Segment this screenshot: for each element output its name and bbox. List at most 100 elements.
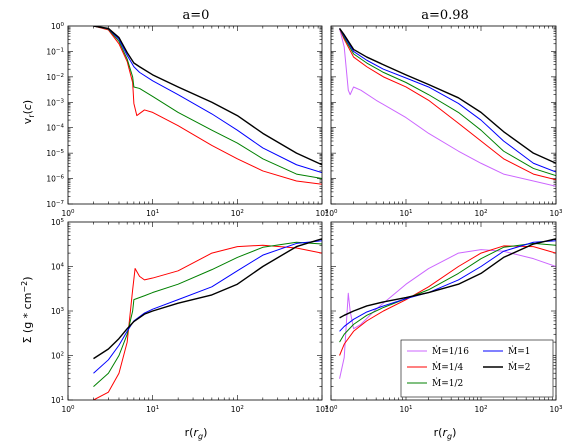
y-label-top-unit: ( [21, 110, 34, 114]
y-tick-label-base: 10 [51, 396, 61, 405]
series-line [339, 28, 556, 173]
y-label-top-c: c [21, 104, 34, 110]
y-axis-label-top: vr(c) [21, 100, 36, 124]
x-tick-label-exp: 2 [240, 209, 244, 215]
x-tick-label-exp: 0 [334, 209, 338, 215]
series-line [93, 26, 322, 180]
y-tick-label-exp: −6 [56, 175, 65, 181]
x-tick-label: 102 [474, 209, 487, 218]
legend-label: Ṁ=1/4 [432, 361, 464, 373]
series-line [93, 26, 322, 185]
y-tick-label: 10−7 [46, 200, 64, 209]
y-tick-label: 10−1 [46, 47, 64, 56]
x-tick-label: 100 [61, 405, 75, 414]
x-tick-label: 101 [399, 209, 412, 218]
y-tick-label: 105 [51, 218, 65, 227]
x-tick-label: 103 [549, 209, 563, 218]
x-tick-label: 102 [231, 405, 244, 414]
y-tick-label: 102 [51, 352, 64, 361]
x-tick-label-base: 10 [474, 209, 484, 218]
y-tick-label-base: 10 [46, 175, 56, 184]
y-tick-label-exp: −5 [56, 149, 65, 155]
x-tick-label-base: 10 [324, 405, 334, 414]
x-tick-label-base: 10 [549, 209, 559, 218]
y-label-top-main: v [21, 117, 34, 124]
y-tick-label-exp: 1 [61, 396, 65, 402]
x-tick-label-base: 10 [324, 209, 334, 218]
panel-bottom-right: 100 101 102 103 [324, 221, 563, 414]
x-label-left-r: r [193, 426, 199, 439]
y-tick-label-base: 10 [46, 73, 56, 82]
x-tick-label: 103 [549, 405, 563, 414]
y-tick-label-base: 10 [46, 98, 56, 107]
x-tick-label-base: 10 [549, 405, 559, 414]
y-tick-label-base: 10 [51, 307, 61, 316]
x-label-left-close: ) [203, 426, 207, 439]
y-tick-label-exp: −4 [56, 124, 65, 130]
x-tick-label-base: 10 [474, 405, 484, 414]
x-tick-label-base: 10 [315, 209, 325, 218]
panel-title-right: a=0.98 [421, 8, 469, 23]
y-tick-label-exp: 4 [61, 263, 65, 269]
x-tick-label-exp: 0 [71, 209, 75, 215]
series-line [339, 28, 556, 187]
x-label-left-g: g [198, 432, 203, 441]
y-label-bottom-exp: −2 [20, 281, 29, 293]
x-tick-label: 102 [231, 209, 244, 218]
x-tick-label-exp: 3 [325, 405, 329, 411]
x-tick-label-base: 10 [61, 405, 71, 414]
plot-frame [330, 25, 557, 205]
x-tick-label: 101 [399, 405, 412, 414]
plot-frame [67, 25, 323, 205]
y-tick-label-exp: 3 [61, 307, 65, 313]
plot-frame [67, 221, 323, 401]
series-line [93, 26, 322, 174]
x-axis-label-left: r(rg) [185, 426, 208, 441]
x-tick-label-exp: 1 [156, 209, 160, 215]
y-tick-label-exp: −7 [56, 200, 65, 206]
series-line [93, 26, 322, 166]
x-tick-label-exp: 1 [409, 405, 413, 411]
x-tick-label-base: 10 [315, 405, 325, 414]
series-line [339, 28, 556, 181]
x-tick-label-base: 10 [399, 405, 409, 414]
x-tick-label-exp: 3 [559, 405, 563, 411]
x-tick-label: 100 [324, 209, 338, 218]
y-tick-label-base: 10 [51, 352, 61, 361]
series-line [339, 249, 556, 379]
x-tick-label-exp: 2 [484, 209, 488, 215]
x-label-right-r: r [442, 426, 448, 439]
y-tick-label-base: 10 [51, 263, 61, 272]
y-tick-label: 104 [51, 263, 65, 272]
x-tick-label-exp: 1 [409, 209, 413, 215]
y-tick-label-exp: −1 [56, 47, 64, 53]
x-tick-label-base: 10 [231, 209, 241, 218]
series-line [339, 28, 556, 177]
y-tick-label-exp: 2 [61, 352, 65, 358]
panel-title-left: a=0 [183, 8, 210, 23]
x-tick-label: 101 [146, 209, 159, 218]
series-line [339, 242, 556, 343]
x-label-right-g: g [447, 432, 452, 441]
x-tick-label-base: 10 [399, 209, 409, 218]
x-tick-label-base: 10 [146, 405, 156, 414]
y-tick-label-base: 10 [51, 22, 61, 31]
x-tick-label-base: 10 [61, 209, 71, 218]
y-axis-label-bottom: Σ (g * cm−2) [20, 276, 34, 343]
x-tick-label-base: 10 [231, 405, 241, 414]
x-tick-label: 103 [315, 405, 329, 414]
y-tick-label: 10−5 [46, 149, 64, 158]
x-tick-label: 102 [474, 405, 487, 414]
x-tick-label-exp: 2 [240, 405, 244, 411]
x-tick-label: 100 [61, 209, 75, 218]
y-tick-label-exp: 5 [61, 218, 65, 224]
series-line [339, 245, 556, 356]
y-tick-label: 10−4 [46, 124, 64, 133]
y-label-bottom-main: Σ (g * cm [21, 293, 34, 344]
x-tick-label: 103 [315, 209, 329, 218]
series-line [93, 244, 322, 400]
legend-frame [400, 339, 554, 398]
y-label-top-close: ) [21, 100, 34, 104]
series-line [339, 238, 556, 319]
